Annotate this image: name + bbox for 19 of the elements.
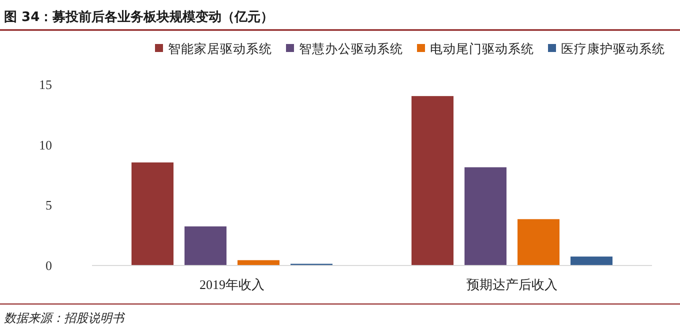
bar bbox=[412, 96, 454, 265]
legend-label: 医疗康护驱动系统 bbox=[561, 42, 665, 56]
x-tick-label: 2019年收入 bbox=[200, 277, 264, 292]
bar bbox=[464, 167, 506, 265]
bar bbox=[570, 256, 612, 265]
bar bbox=[238, 260, 280, 265]
legend-label: 智能家居驱动系统 bbox=[168, 41, 272, 56]
chart-title: 图 34：募投前后各业务板块规模变动（亿元） bbox=[4, 9, 274, 25]
y-tick-label: 10 bbox=[39, 137, 52, 152]
y-tick-label: 15 bbox=[39, 77, 52, 92]
y-tick-label: 5 bbox=[46, 198, 52, 213]
bar bbox=[132, 162, 174, 265]
source-note: 数据来源：招股说明书 bbox=[4, 311, 126, 325]
legend-label: 智慧办公驱动系统 bbox=[299, 42, 403, 56]
bar bbox=[518, 219, 560, 265]
x-tick-label: 预期达产后收入 bbox=[466, 277, 558, 292]
y-tick-label: 0 bbox=[46, 258, 52, 273]
bar bbox=[184, 226, 226, 265]
legend-label: 电动尾门驱动系统 bbox=[430, 41, 534, 56]
